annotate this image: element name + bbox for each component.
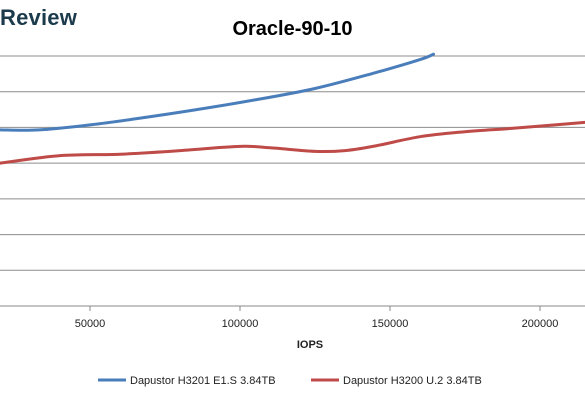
legend-label-1: Dapustor H3201 E1.S 3.84TB	[130, 375, 276, 387]
x-axis-label: IOPS	[297, 339, 323, 351]
chart-title: Oracle-90-10	[232, 18, 353, 40]
series-line-1	[0, 52, 435, 132]
x-tick-label: 150000	[372, 318, 409, 330]
series-lines	[0, 52, 585, 165]
gridlines	[0, 55, 585, 271]
legend: Dapustor H3201 E1.S 3.84TB Dapustor H3200…	[98, 375, 482, 387]
x-tick-label: 100000	[222, 318, 259, 330]
series-line-2	[0, 120, 585, 165]
x-tick-label: 50000	[75, 318, 106, 330]
x-tick-label: 200000	[522, 318, 559, 330]
brand-logo: Review	[0, 5, 78, 30]
x-axis-ticks: 50000 100000 150000 200000	[75, 306, 559, 330]
legend-label-2: Dapustor H3200 U.2 3.84TB	[343, 375, 482, 387]
